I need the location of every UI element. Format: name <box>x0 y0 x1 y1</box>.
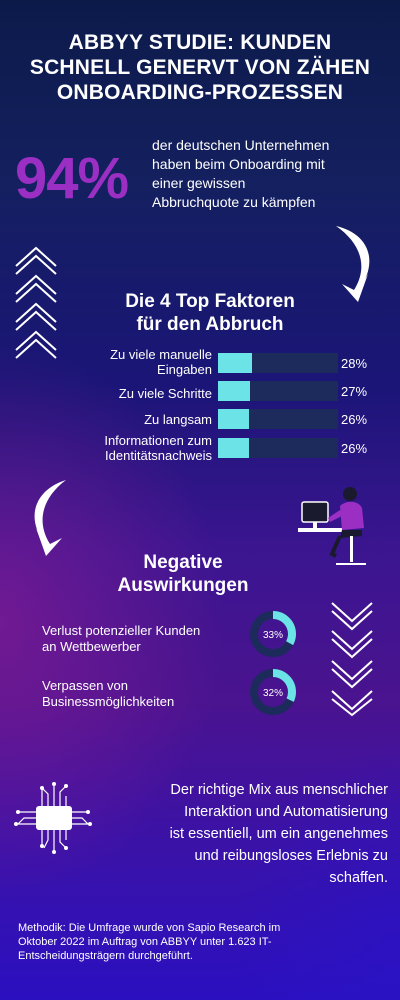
bar-track-4 <box>218 438 338 458</box>
bar-track-2 <box>218 381 338 401</box>
chevron-down-stack-icon <box>331 602 373 717</box>
bar-1 <box>218 353 252 373</box>
factor-label-3: Zu langsam <box>144 412 212 427</box>
circuit-chip-icon <box>14 782 92 854</box>
curved-arrow-down-right-icon <box>336 226 370 302</box>
person-at-computer-icon <box>298 487 366 565</box>
chevron-up-stack-icon <box>15 246 57 359</box>
impact-label-2: Verpassen von Businessmöglichkeiten <box>42 678 175 709</box>
curved-arrow-down-left-icon <box>34 480 66 556</box>
impact-title: Negative Auswirkungen <box>117 552 249 596</box>
donut-value-2: 32% <box>263 688 283 699</box>
bar-2 <box>218 381 251 401</box>
bar-value-1: 28% <box>341 356 368 371</box>
donut-chart-1: 33% <box>250 611 296 657</box>
page-title: ABBYY STUDIE: KUNDEN SCHNELL GENERVT VON… <box>29 31 371 104</box>
headline-percent: 94% <box>15 146 129 211</box>
bar-value-2: 27% <box>341 384 368 399</box>
impact-label-1: Verlust potenzieller Kunden an Wettbewer… <box>42 623 201 654</box>
bar-value-4: 26% <box>341 441 368 456</box>
donut-chart-2: 32% <box>250 669 296 715</box>
bar-track-3 <box>218 409 338 429</box>
factor-label-1: Zu viele manuelle Eingaben <box>110 347 212 377</box>
donut-slice-1 <box>250 611 296 657</box>
factor-label-2: Zu viele Schritte <box>118 386 212 401</box>
factor-label-4: Informationen zum Identitätsnachweis <box>104 433 212 463</box>
donut-value-1: 33% <box>263 630 283 641</box>
factors-title: Die 4 Top Faktoren für den Abbruch <box>125 291 295 335</box>
bar-value-3: 26% <box>341 412 368 427</box>
bar-track-1 <box>218 353 338 373</box>
headline-text: der deutschen Unternehmen haben beim Onb… <box>152 137 330 210</box>
bar-3 <box>218 409 250 429</box>
methodology-note: Methodik: Die Umfrage wurde von Sapio Re… <box>18 922 281 962</box>
closing-statement: Der richtige Mix aus menschlicher Intera… <box>169 782 388 886</box>
bar-4 <box>218 438 250 458</box>
donut-slice-2 <box>250 669 296 715</box>
